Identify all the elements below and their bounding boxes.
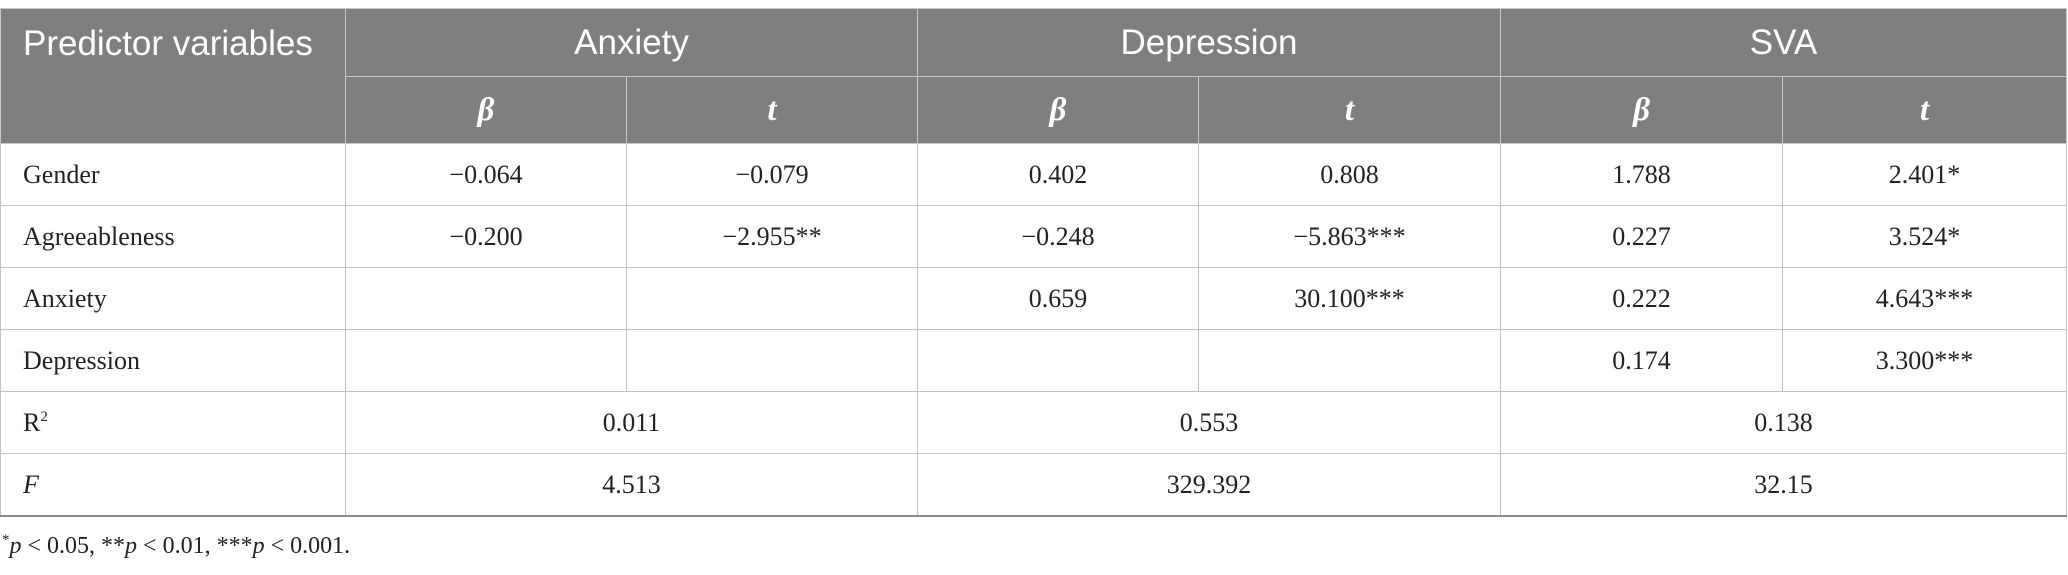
row-label: Gender <box>0 143 346 206</box>
footnote-text: ** <box>101 533 126 559</box>
depression-t-header: t <box>1197 76 1502 144</box>
table-cell: 4.643*** <box>1782 267 2068 330</box>
table-cell: −0.200 <box>345 205 627 268</box>
table-cell: 1.788 <box>1500 143 1784 206</box>
table-cell: 0.174 <box>1500 329 1784 392</box>
footnote-text: *** <box>216 533 253 559</box>
sva-t-header: t <box>1782 76 2068 144</box>
table-cell: 0.222 <box>1500 267 1784 330</box>
table-row-gender: Gender −0.064 −0.079 0.402 0.808 1.788 2… <box>0 143 2068 206</box>
table-cell: −0.079 <box>626 143 918 206</box>
table-cell <box>345 267 627 330</box>
table-row-anxiety: Anxiety 0.659 30.100*** 0.222 4.643*** <box>0 267 2068 330</box>
predictor-variables-header: Predictor variables <box>0 8 346 144</box>
footnote-text: < 0.001. <box>264 533 351 559</box>
r-squared-superscript: 2 <box>40 408 48 425</box>
header-row-stats: β t β t β t <box>1 76 2068 144</box>
table-cell: 0.227 <box>1500 205 1784 268</box>
table-cell: 0.553 <box>916 391 1502 454</box>
table-cell <box>345 329 627 392</box>
r-squared-label: R2 <box>0 391 346 454</box>
footnote-sup: * <box>2 532 10 548</box>
anxiety-t-header: t <box>626 76 918 144</box>
regression-table: Predictor variables Anxiety Depression S… <box>0 8 2068 517</box>
footnote-p: p <box>9 533 22 559</box>
f-label: F <box>0 453 346 517</box>
sva-beta-header: β <box>1500 76 1784 144</box>
table-cell <box>1197 329 1502 392</box>
table-cell: 0.808 <box>1197 143 1502 206</box>
table-cell: −0.064 <box>345 143 627 206</box>
table-cell: 30.100*** <box>1197 267 1502 330</box>
table-cell: 3.524* <box>1782 205 2068 268</box>
table-row-agreeableness: Agreeableness −0.200 −2.955** −0.248 −5.… <box>0 205 2068 268</box>
footnote-p: p <box>252 533 265 559</box>
table-cell: −5.863*** <box>1197 205 1502 268</box>
header-row-groups: Predictor variables Anxiety Depression S… <box>0 8 2068 144</box>
footnote-text: < 0.01, <box>137 533 217 559</box>
depression-beta-header: β <box>917 76 1199 144</box>
table-cell: 0.402 <box>917 143 1199 206</box>
row-label: Agreeableness <box>0 205 346 268</box>
table-cell: 0.011 <box>345 391 918 454</box>
anxiety-group-header: Anxiety <box>345 8 918 77</box>
sva-group-header: SVA <box>1500 8 2068 77</box>
table-cell <box>626 267 918 330</box>
table-cell: 329.392 <box>916 453 1502 517</box>
table-footnote: *p < 0.05, **p < 0.01, ***p < 0.001. <box>2 532 350 560</box>
depression-group-header: Depression <box>916 8 1502 77</box>
table-row-depression: Depression 0.174 3.300*** <box>0 329 2068 392</box>
row-label: Depression <box>0 329 346 392</box>
table-cell <box>917 329 1199 392</box>
r-squared-base: R <box>23 407 41 437</box>
table-cell: 3.300*** <box>1782 329 2068 392</box>
footnote-text: < 0.05, <box>21 533 102 559</box>
table-cell <box>626 329 918 392</box>
table-cell: 0.659 <box>917 267 1199 330</box>
table-cell: 4.513 <box>345 453 918 517</box>
row-label: Anxiety <box>0 267 346 330</box>
footnote-p: p <box>125 533 138 559</box>
table-cell: 2.401* <box>1782 143 2068 206</box>
table-cell: 0.138 <box>1500 391 2068 454</box>
table-row-r-squared: R2 0.011 0.553 0.138 <box>0 391 2068 454</box>
table-cell: −0.248 <box>917 205 1199 268</box>
table-cell: 32.15 <box>1500 453 2068 517</box>
table-cell: −2.955** <box>626 205 918 268</box>
anxiety-beta-header: β <box>345 76 627 144</box>
table-row-f: F 4.513 329.392 32.15 <box>0 453 2068 517</box>
